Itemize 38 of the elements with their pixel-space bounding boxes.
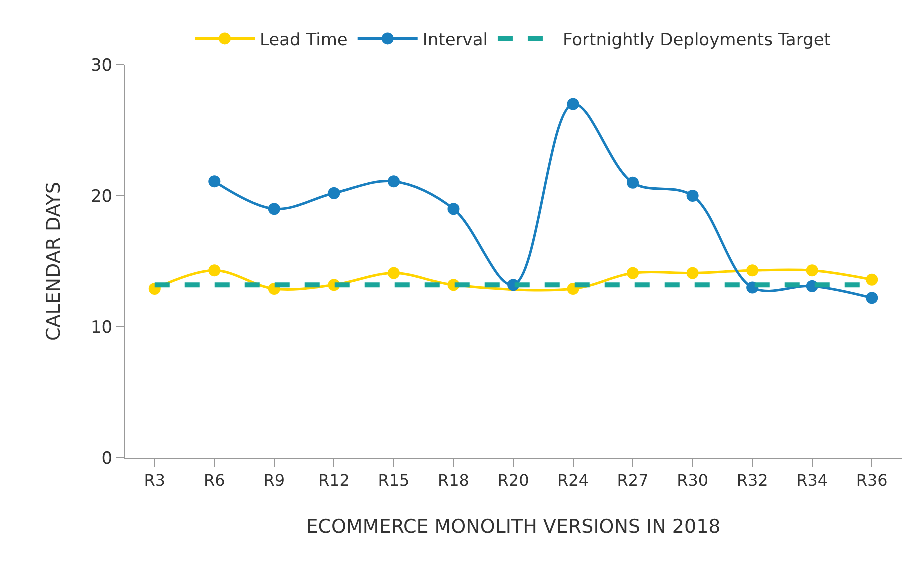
point [627, 176, 640, 189]
y-tick-label: 10 [90, 318, 113, 338]
point [866, 292, 878, 304]
point [806, 264, 818, 277]
x-tick-label: R24 [558, 471, 590, 490]
x-tick-label: R20 [498, 471, 530, 490]
x-tick-label: R3 [144, 471, 166, 490]
point [448, 203, 460, 216]
legend-label: Interval [422, 30, 488, 50]
y-tick-label: 20 [90, 186, 113, 207]
x-tick-label: R34 [796, 471, 828, 490]
x-tick-label: R36 [856, 471, 888, 490]
point [746, 264, 759, 277]
legend-label: Lead Time [260, 30, 348, 50]
y-tick-label: 30 [90, 56, 113, 76]
x-tick-label: R18 [438, 471, 470, 490]
x-tick-label: R32 [736, 471, 768, 490]
point [268, 203, 280, 216]
point [208, 264, 221, 277]
point [686, 267, 699, 280]
point [388, 267, 400, 280]
point [567, 98, 580, 110]
x-tick-label: R30 [677, 471, 709, 490]
point [686, 190, 699, 202]
x-tick-label: R9 [264, 471, 286, 490]
y-tick-label: 0 [102, 448, 113, 469]
x-tick-label: R6 [204, 471, 226, 490]
point [627, 267, 640, 280]
point [328, 187, 340, 200]
point [866, 274, 878, 286]
x-tick-label: R12 [318, 471, 350, 490]
x-tick-label: R27 [617, 471, 649, 490]
point [208, 176, 221, 188]
x-tick-label: R15 [378, 471, 410, 490]
legend-label: Fortnightly Deployments Target [562, 30, 832, 50]
x-axis-title: ECOMMERCE MONOLITH VERSIONS IN 2018 [306, 516, 721, 538]
y-axis-title: CALENDAR DAYS [42, 182, 65, 342]
point [388, 176, 400, 188]
